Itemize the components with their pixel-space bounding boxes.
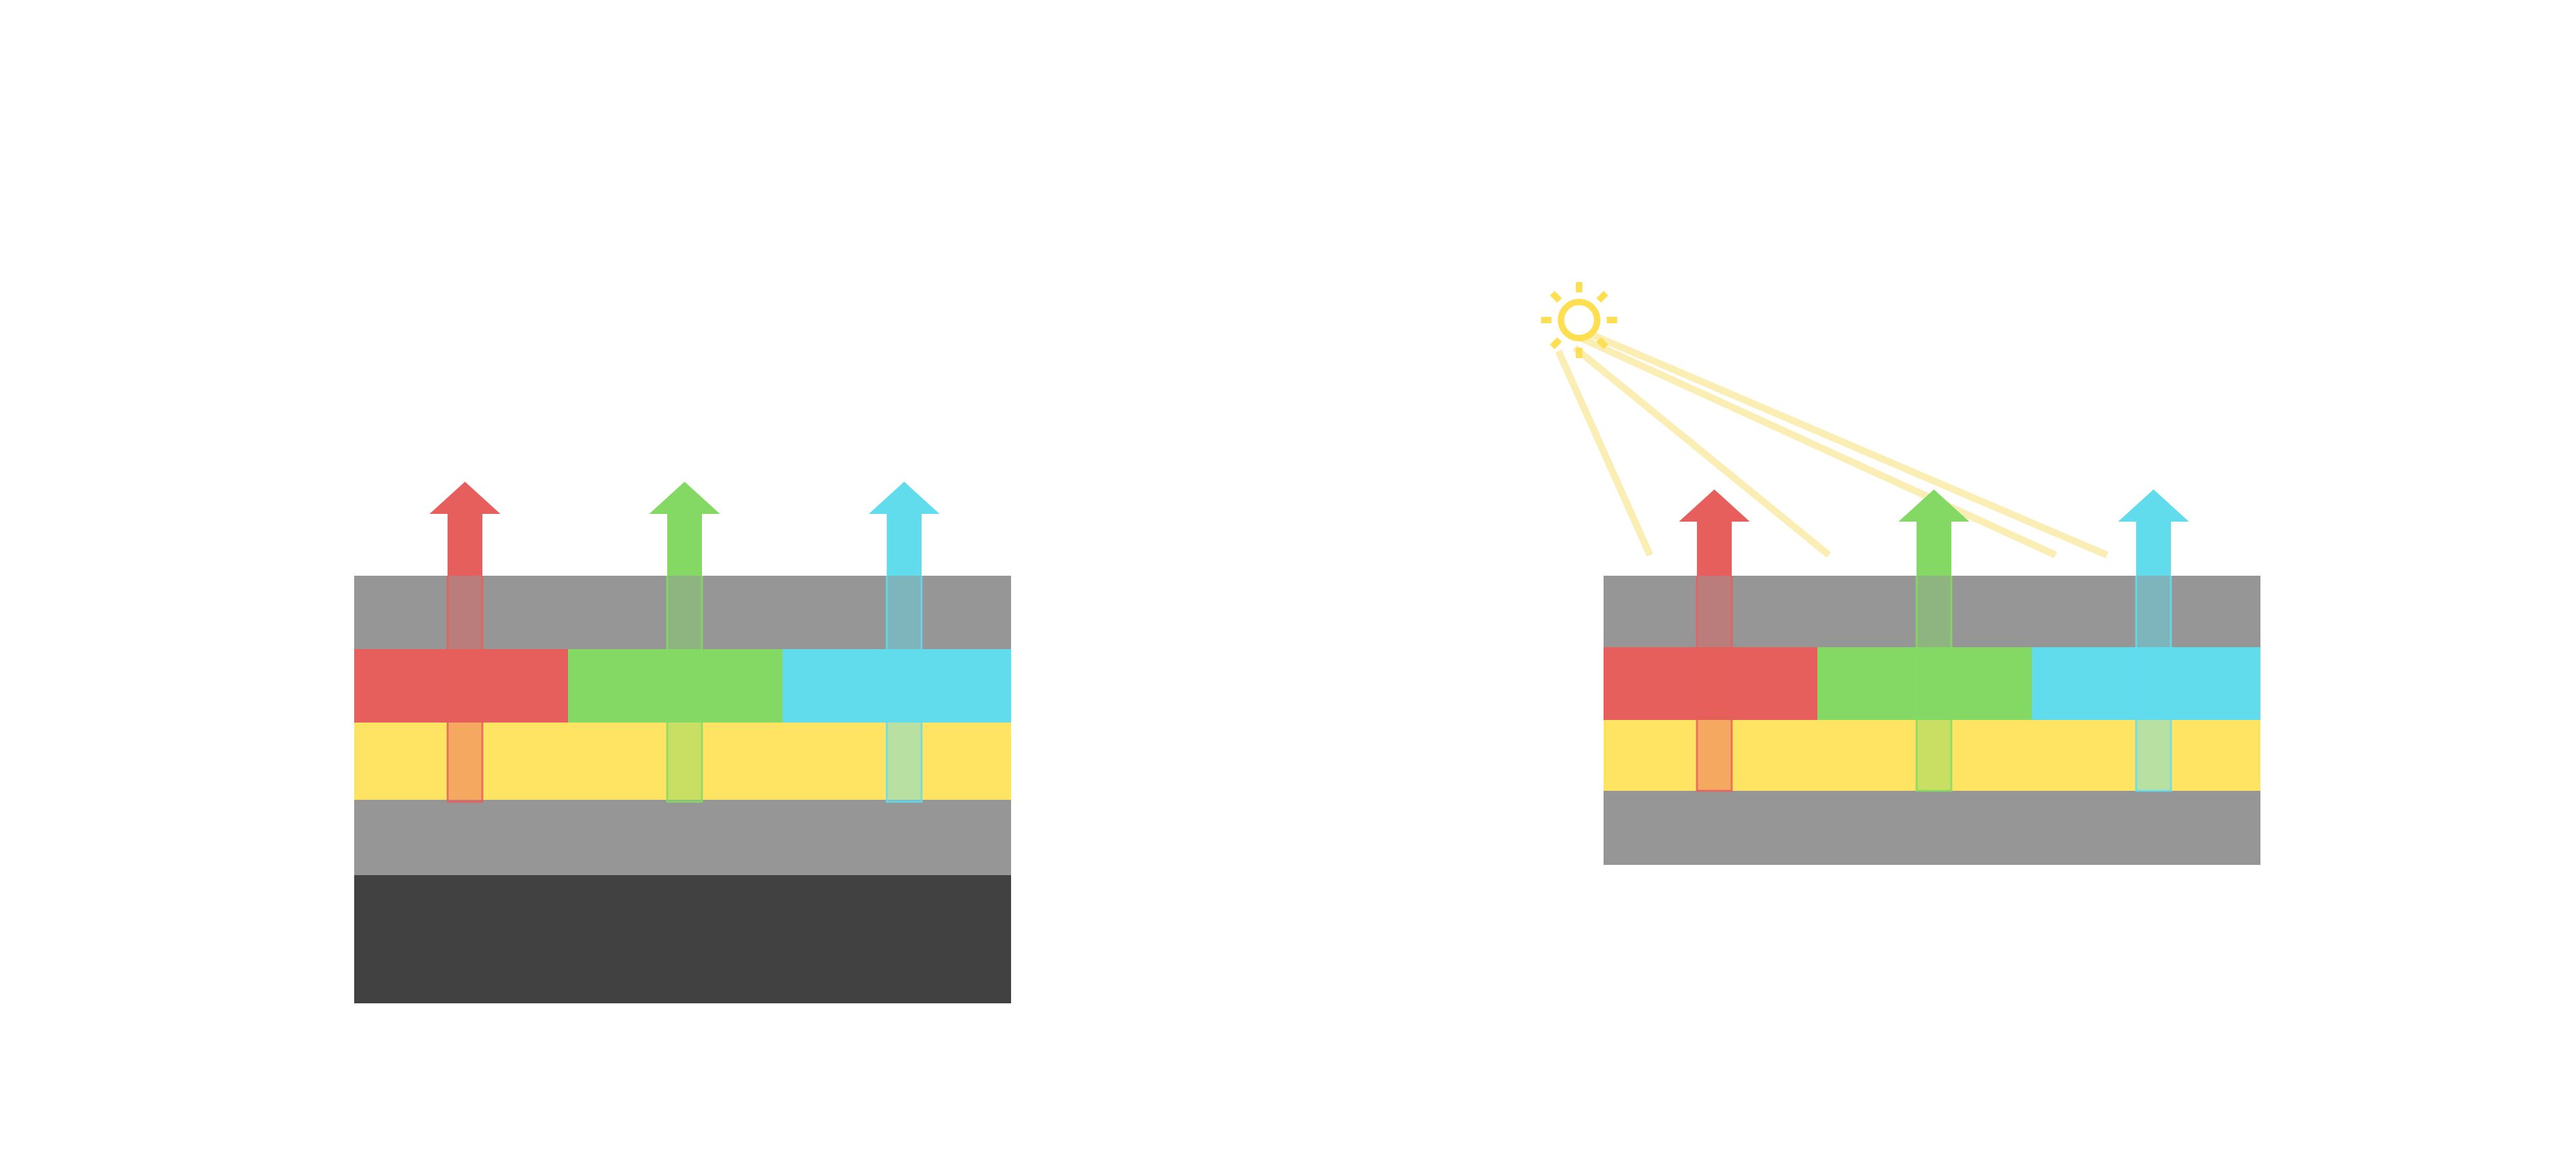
green-emission-arrow-inside-outline bbox=[1915, 576, 1953, 792]
stack-without-illumination bbox=[354, 482, 1011, 1003]
green-emission-arrow-above bbox=[1899, 489, 1969, 576]
red-emission-arrow-inside-outline bbox=[1696, 576, 1733, 792]
sun-ray-1 bbox=[1596, 290, 1609, 303]
stack-with-solar-illumination bbox=[1541, 282, 2260, 865]
red-emitter-segment bbox=[1604, 647, 1817, 720]
arrow-group-above-stack bbox=[430, 482, 940, 576]
cyan-emission-arrow-above bbox=[869, 482, 940, 576]
sun-beam-3 bbox=[1579, 334, 2058, 559]
cyan-emitter-segment bbox=[782, 649, 1011, 723]
sun-icon bbox=[1541, 282, 1617, 358]
cyan-emission-arrow-inside-outline bbox=[2135, 576, 2172, 792]
cyan-emission-arrow-inside-fill bbox=[887, 576, 922, 802]
sun-ray-3 bbox=[1596, 337, 1609, 350]
active-yellow-layer bbox=[354, 723, 1011, 800]
red-emitter-segment bbox=[354, 649, 568, 723]
sun-beam-2 bbox=[1572, 345, 1832, 558]
spacer-gray-layer bbox=[354, 800, 1011, 875]
red-emission-arrow-above bbox=[430, 482, 500, 576]
top-contact-layer bbox=[354, 576, 1011, 649]
sun-beam-4 bbox=[1587, 330, 2109, 559]
sun-core-ring bbox=[1558, 299, 1600, 341]
top-contact-layer bbox=[1604, 576, 2260, 647]
layer-stack bbox=[1604, 576, 2260, 865]
cyan-emitter-segment bbox=[2032, 647, 2260, 720]
arrow-group-inside-stack bbox=[1696, 576, 2172, 792]
green-emission-arrow-inside-fill bbox=[1917, 576, 1951, 791]
green-emission-arrow-above bbox=[649, 482, 720, 576]
green-emitter-segment bbox=[1817, 647, 2032, 720]
active-yellow-layer bbox=[1604, 720, 2260, 791]
red-emission-arrow-inside-fill bbox=[448, 576, 482, 802]
arrow-group-inside-stack bbox=[446, 576, 923, 803]
green-emission-arrow-inside-fill bbox=[667, 576, 702, 802]
layer-stack bbox=[354, 576, 1011, 1003]
cyan-emission-arrow-above bbox=[2118, 489, 2189, 576]
base-gray-layer bbox=[1604, 791, 2260, 865]
sun-ray-5 bbox=[1549, 337, 1562, 350]
red-emission-arrow-inside-fill bbox=[1697, 576, 1732, 791]
substrate-dark-layer bbox=[354, 875, 1011, 1003]
green-emitter-segment bbox=[568, 649, 782, 723]
green-emission-arrow-inside-outline bbox=[666, 576, 703, 803]
sun-ray-7 bbox=[1549, 290, 1562, 303]
arrow-group-above-stack bbox=[1679, 489, 2189, 576]
sun-beam-1 bbox=[1555, 349, 1654, 557]
sun-beam-group bbox=[1555, 330, 2109, 559]
red-emission-arrow-above bbox=[1679, 489, 1750, 576]
cyan-emission-arrow-inside-outline bbox=[886, 576, 923, 803]
red-emission-arrow-inside-outline bbox=[446, 576, 484, 803]
cyan-emission-arrow-inside-fill bbox=[2136, 576, 2171, 791]
